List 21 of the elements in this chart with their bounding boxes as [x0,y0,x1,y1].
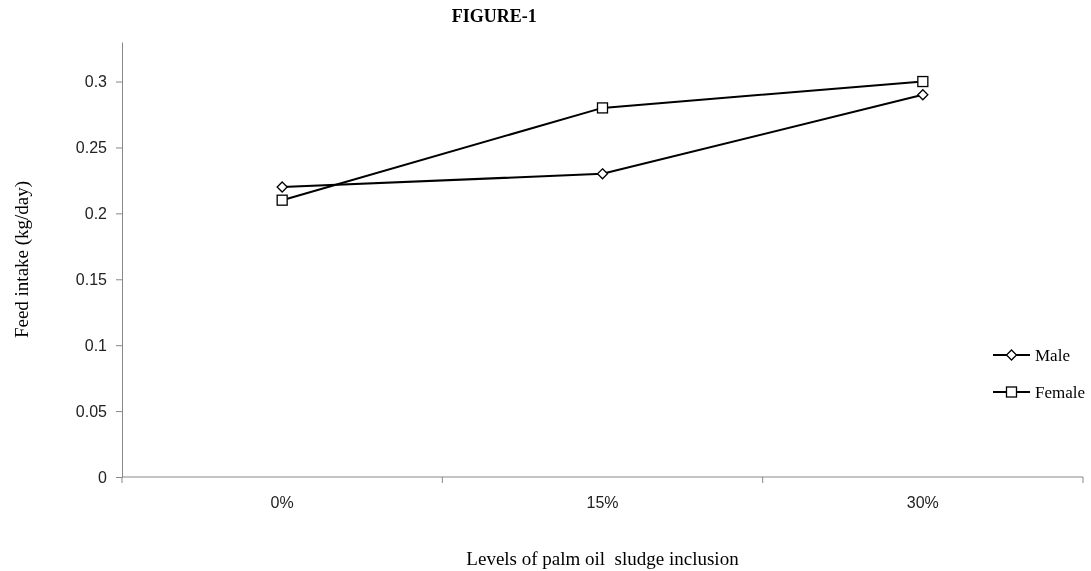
x-tick-label: 15% [586,494,619,511]
x-tick-label: 30% [906,494,939,511]
y-tick-label: 0.25 [75,139,108,157]
chart-title: FIGURE-1 [451,6,537,26]
y-tick-label: 0.2 [84,204,108,222]
y-tick-label: 0.05 [75,402,108,420]
point [596,102,609,114]
point [276,181,288,193]
legend-label: Female [1035,383,1086,402]
point [917,75,929,88]
y-tick-label: 0.15 [75,270,108,288]
point [596,168,609,180]
x-axis-title: Levels of palm oil sludge inclusion [466,548,740,569]
y-axis-title: Feed intake (kg/day) [11,180,33,339]
y-tick-label: 0.3 [84,73,108,91]
point [276,194,288,206]
y-tick-label: 0 [98,468,108,486]
x-tick-label: 0% [270,494,294,511]
y-tick-label: 0.1 [84,336,108,354]
legend-label: Male [1035,346,1070,365]
point [917,89,929,101]
